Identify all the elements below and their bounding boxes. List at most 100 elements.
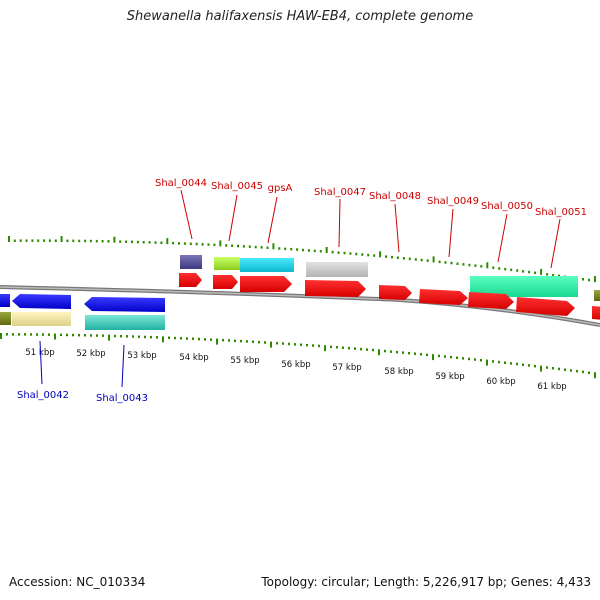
reverse-inner-row (0, 312, 165, 330)
gc-skew-tick (113, 236, 116, 243)
gc-skew-tick (37, 239, 40, 242)
gc-skew-tick (456, 356, 458, 359)
gc-skew-tick (36, 333, 38, 336)
gc-skew-tick (331, 250, 334, 254)
gene-arrow[interactable] (240, 276, 292, 292)
gc-skew-tick (438, 354, 440, 358)
gc-skew-tick (558, 367, 560, 371)
gc-skew-tick (8, 236, 10, 242)
scale-axis: 51 kbp 52 kbp 53 kbp 54 kbp 55 kbp 56 kb… (25, 348, 566, 392)
scale-label: 52 kbp (76, 349, 105, 359)
gene-label[interactable]: Shal_0043 (96, 393, 148, 404)
gc-skew-tick (89, 239, 92, 243)
gc-skew-tick (210, 338, 212, 341)
gc-skew-tick (237, 244, 239, 248)
gene-arrow[interactable] (305, 280, 366, 297)
gene-feature[interactable] (12, 312, 71, 326)
gc-skew-tick (594, 276, 596, 283)
gc-skew-tick (13, 239, 16, 242)
gc-skew-tick (504, 267, 507, 271)
gc-skew-tick (516, 269, 519, 272)
gc-skew-tick (337, 251, 340, 254)
gc-skew-tick (486, 262, 489, 269)
gc-skew-tick (132, 335, 134, 338)
gc-skew-tick (408, 351, 410, 355)
gc-skew-tick (576, 369, 578, 373)
label-leader (180, 189, 193, 240)
gene-arrow[interactable] (516, 297, 575, 316)
gc-skew-tick (131, 240, 133, 244)
gc-skew-tick (213, 243, 216, 247)
gc-skew-tick (43, 239, 46, 242)
gene-feature[interactable] (85, 315, 165, 330)
gc-skew-tick (174, 336, 176, 340)
gene-feature[interactable] (0, 312, 11, 325)
gene-label[interactable]: Shal_0050 (481, 201, 533, 212)
gene-arrow[interactable] (379, 285, 412, 300)
gene-label[interactable]: Shal_0049 (427, 196, 479, 207)
gc-skew-tick (367, 253, 370, 257)
gc-skew-tick (355, 252, 358, 256)
gc-skew-tick (138, 335, 140, 338)
reverse-outer-row (0, 294, 165, 312)
gc-skew-tick (306, 343, 308, 347)
gene-label[interactable]: Shal_0044 (155, 178, 207, 189)
gc-skew-tick (186, 337, 188, 340)
gc-skew-tick (126, 335, 128, 338)
gc-skew-tick (396, 256, 399, 259)
gc-skew-tick (120, 334, 122, 338)
gc-skew-tick (0, 333, 2, 339)
gc-skew-tick (385, 255, 387, 258)
scale-label: 55 kbp (230, 356, 259, 366)
gene-label[interactable]: Shal_0042 (17, 390, 69, 401)
gene-feature[interactable] (470, 276, 578, 297)
gene-arrow[interactable] (179, 273, 202, 287)
gene-feature[interactable] (180, 255, 202, 269)
gc-skew-tick (95, 239, 98, 243)
gc-skew-tick (372, 348, 374, 352)
gc-skew-tick (432, 354, 434, 361)
gc-skew-tick (420, 353, 422, 356)
gene-label[interactable]: gpsA (268, 183, 293, 194)
gc-skew-tick (30, 333, 32, 336)
reverse-gene-labels: Shal_0042 Shal_0043 (17, 390, 148, 404)
gc-skew-tick (492, 266, 495, 269)
gene-arrow[interactable] (12, 294, 71, 309)
gene-arrow[interactable] (419, 289, 468, 305)
gc-skew-tick (125, 240, 128, 243)
gc-skew-tick (480, 265, 483, 268)
gc-skew-tick (354, 347, 356, 350)
gc-skew-tick (276, 342, 278, 345)
gc-skew-tick (282, 342, 284, 345)
gc-skew-tick (294, 343, 296, 346)
gc-skew-tick (60, 236, 63, 242)
gc-skew-tick (48, 333, 50, 336)
gc-skew-tick (216, 338, 218, 345)
gene-label[interactable]: Shal_0045 (211, 181, 263, 192)
gene-label[interactable]: Shal_0047 (314, 187, 366, 198)
gene-feature[interactable] (214, 257, 240, 270)
genome-backbone-highlight (0, 286, 600, 326)
gc-skew-tick (390, 350, 392, 353)
gene-feature[interactable] (306, 262, 368, 277)
gene-arrow[interactable] (213, 275, 238, 289)
gc-skew-tick (444, 261, 447, 264)
gc-skew-tick (498, 267, 501, 270)
gc-skew-tick (260, 246, 263, 249)
gc-skew-tick (522, 270, 525, 273)
gene-label[interactable]: Shal_0048 (369, 191, 421, 202)
gc-skew-tick (18, 333, 20, 336)
gc-skew-tick (60, 333, 62, 337)
gene-feature[interactable] (594, 290, 600, 301)
gene-label[interactable]: Shal_0051 (535, 207, 587, 218)
gene-feature[interactable] (240, 258, 294, 272)
gc-skew-tick (450, 355, 452, 359)
gene-arrow[interactable] (84, 297, 165, 312)
gene-arrow[interactable] (468, 292, 514, 309)
gene-feature[interactable] (0, 294, 10, 307)
gc-skew-tick (468, 263, 471, 267)
gc-skew-tick (342, 346, 344, 349)
gc-skew-tick (552, 273, 555, 277)
gene-arrow[interactable] (592, 306, 600, 320)
scale-label: 58 kbp (384, 367, 413, 377)
